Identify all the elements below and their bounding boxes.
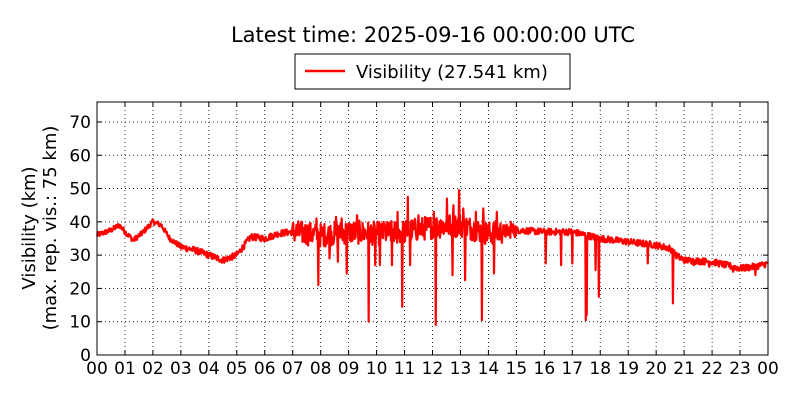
y-tick-label: 0 <box>80 346 91 366</box>
y-tick-label: 20 <box>69 279 91 299</box>
legend: Visibility (27.541 km) <box>294 53 571 90</box>
y-axis-label-line-1: Visibility (km) <box>19 166 40 289</box>
y-tick-label: 50 <box>69 180 91 200</box>
x-tick-label: 05 <box>226 359 248 379</box>
x-tick-label: 00 <box>86 359 108 379</box>
x-tick-label: 03 <box>170 359 192 379</box>
y-tick-label: 70 <box>69 113 91 133</box>
x-tick-label: 16 <box>534 359 556 379</box>
x-tick-label: 02 <box>142 359 164 379</box>
chart-title: Latest time: 2025-09-16 00:00:00 UTC <box>231 23 635 47</box>
plot-frame <box>96 101 769 356</box>
legend-label: Visibility (27.541 km) <box>356 62 548 83</box>
x-tick-label: 04 <box>198 359 220 379</box>
x-tick-label: 08 <box>310 359 332 379</box>
x-tick-label: 17 <box>561 359 583 379</box>
x-tick-label: 12 <box>422 359 444 379</box>
x-tick-label: 01 <box>114 359 136 379</box>
x-tick-label: 00 <box>757 359 779 379</box>
x-tick-label: 13 <box>450 359 472 379</box>
series-line-visibility <box>95 189 769 327</box>
x-tick-label: 18 <box>589 359 611 379</box>
x-tick-label: 06 <box>254 359 276 379</box>
y-axis-label-line-2: (max. rep. vis.: 75 km) <box>40 126 61 331</box>
x-tick-label: 19 <box>617 359 639 379</box>
y-axis-ticks: 0 10 20 30 40 50 60 70 <box>69 113 768 366</box>
x-tick-label: 10 <box>366 359 388 379</box>
y-axis-label: Visibility (km) (max. rep. vis.: 75 km) <box>19 126 61 331</box>
x-tick-label: 23 <box>729 359 751 379</box>
x-tick-label: 11 <box>394 359 416 379</box>
y-tick-label: 60 <box>69 146 91 166</box>
x-tick-label: 22 <box>701 359 723 379</box>
x-tick-label: 14 <box>478 359 500 379</box>
x-tick-label: 07 <box>282 359 304 379</box>
x-tick-label: 20 <box>645 359 667 379</box>
y-tick-label: 10 <box>69 313 91 333</box>
y-tick-label: 30 <box>69 246 91 266</box>
y-tick-label: 40 <box>69 213 91 233</box>
plot-area <box>95 189 769 327</box>
x-tick-label: 09 <box>338 359 360 379</box>
x-axis-ticks: 00 01 02 03 04 05 06 07 08 09 10 11 12 13 14 15 16 17 18 19… <box>86 102 779 379</box>
x-tick-label: 15 <box>506 359 528 379</box>
x-tick-label: 21 <box>673 359 695 379</box>
